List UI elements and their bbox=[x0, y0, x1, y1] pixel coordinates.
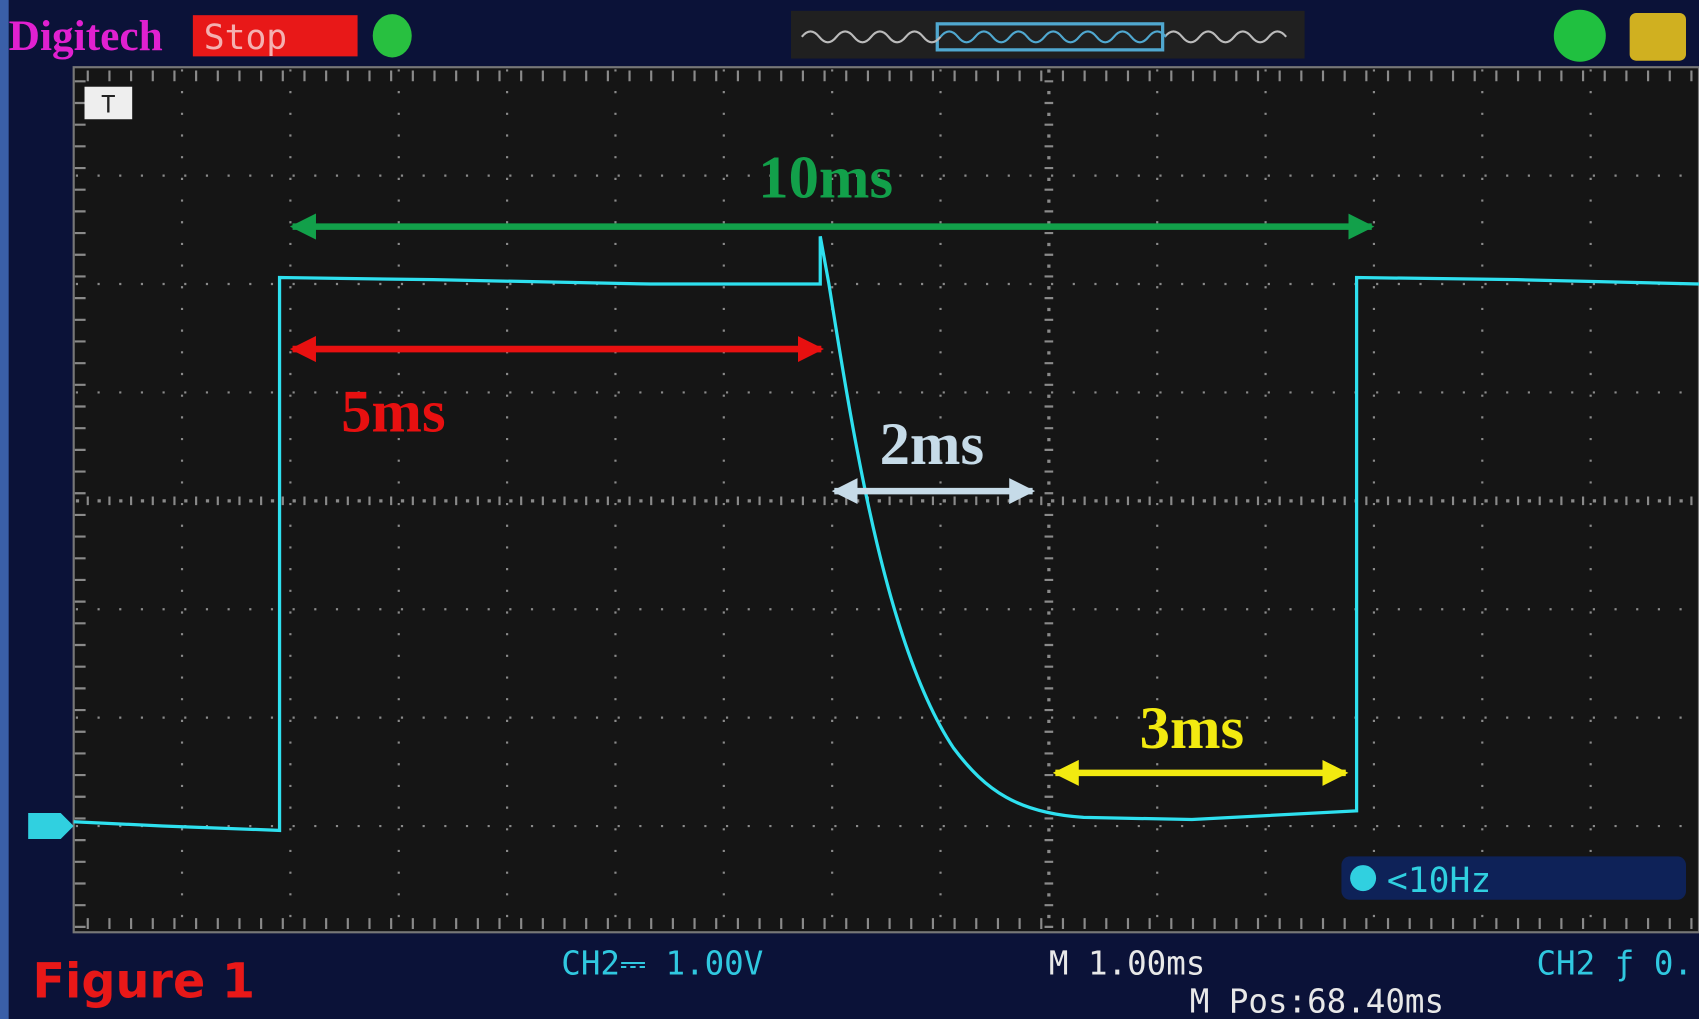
channel-marker bbox=[28, 813, 74, 840]
trigger-setting: CH2 ƒ 0. bbox=[1536, 945, 1693, 983]
trigger-readout: <10Hz bbox=[1387, 861, 1491, 901]
position: M Pos:68.40ms bbox=[1190, 982, 1444, 1019]
memory-window bbox=[935, 22, 1165, 52]
run-icon bbox=[372, 14, 412, 58]
annotation-label: 3ms bbox=[1140, 695, 1244, 762]
readout-box bbox=[1341, 856, 1686, 900]
trigger-marker: T bbox=[101, 91, 115, 119]
left-border bbox=[0, 0, 9, 1019]
memory-wave bbox=[800, 30, 1288, 44]
status: Stop bbox=[204, 18, 287, 58]
timebase: M 1.00ms bbox=[1049, 945, 1206, 983]
memory-wave-window bbox=[939, 30, 1167, 44]
readout-icon bbox=[1350, 865, 1377, 892]
figure-label: Figure 1 bbox=[33, 954, 256, 1009]
brand: Digitech bbox=[9, 12, 163, 60]
annotation-label: 5ms bbox=[341, 378, 445, 445]
annotation-label: 10ms bbox=[758, 144, 893, 211]
annotation-label: 2ms bbox=[880, 411, 984, 478]
channel-scale: CH2⎓ 1.00V bbox=[561, 945, 763, 983]
waveform bbox=[73, 236, 1699, 833]
status-box bbox=[192, 15, 358, 57]
trigger-marker-box bbox=[84, 86, 133, 120]
grid bbox=[74, 69, 1697, 931]
save-icon bbox=[1553, 9, 1606, 62]
print-icon bbox=[1629, 13, 1686, 61]
